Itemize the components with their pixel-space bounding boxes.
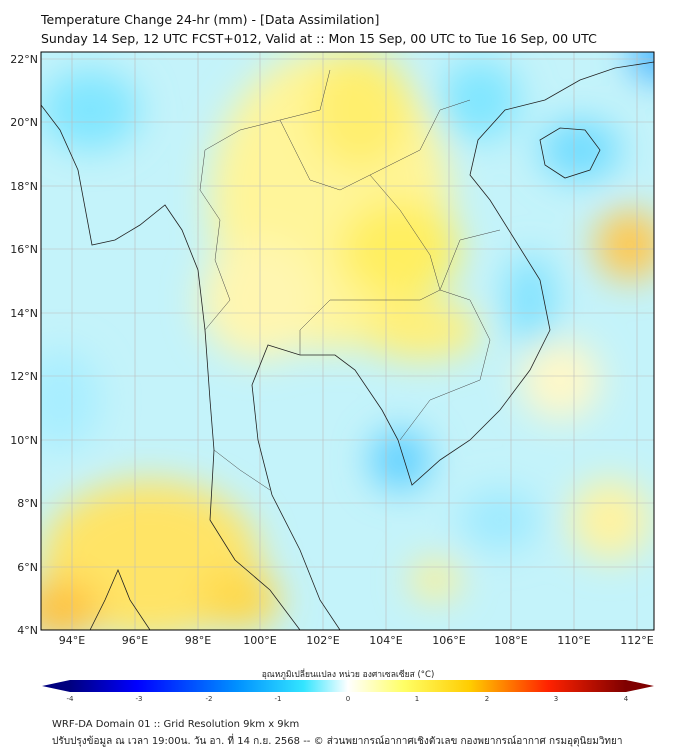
map-subtitle: Sunday 14 Sep, 12 UTC FCST+012, Valid at… xyxy=(41,31,597,46)
footer-model-info: WRF-DA Domain 01 :: Grid Resolution 9km … xyxy=(52,719,300,730)
colorbar-tick: 3 xyxy=(554,695,558,703)
lon-label: 102°E xyxy=(306,634,339,647)
lon-label: 94°E xyxy=(59,634,85,647)
colorbar-gradient xyxy=(70,680,626,692)
coastline xyxy=(41,61,654,630)
lat-label: 22°N xyxy=(10,53,38,66)
lat-label: 10°N xyxy=(10,434,38,447)
lat-label: 18°N xyxy=(10,180,38,193)
colorbar-min-arrow xyxy=(42,680,70,692)
map-title: Temperature Change 24-hr (mm) - [Data As… xyxy=(41,12,380,27)
lat-label: 16°N xyxy=(10,243,38,256)
colorbar-tick: 0 xyxy=(346,695,350,703)
lat-label: 14°N xyxy=(10,307,38,320)
temperature-field xyxy=(41,52,654,630)
lon-label: 106°E xyxy=(432,634,465,647)
lon-label: 104°E xyxy=(369,634,402,647)
lat-label: 12°N xyxy=(10,370,38,383)
colorbar-tick: -3 xyxy=(136,695,143,703)
colorbar-tick: 1 xyxy=(415,695,419,703)
lon-label: 100°E xyxy=(243,634,276,647)
colorbar-tick: -4 xyxy=(67,695,75,703)
lon-label: 96°E xyxy=(122,634,148,647)
lat-label: 20°N xyxy=(10,116,38,129)
colorbar-tick: 4 xyxy=(624,695,629,703)
graticule xyxy=(41,52,654,630)
footer-credit: ปรับปรุงข้อมูล ณ เวลา 19:00น. วัน อา. ที… xyxy=(52,736,623,747)
lon-label: 112°E xyxy=(620,634,653,647)
colorbar: อุณหภูมิเปลี่ยนแปลง หน่วย องศาเซลเซียส (… xyxy=(42,668,654,703)
colorbar-tick: -2 xyxy=(206,695,213,703)
lon-label: 110°E xyxy=(557,634,590,647)
colorbar-max-arrow xyxy=(626,680,654,692)
lat-label: 4°N xyxy=(17,624,38,637)
colorbar-label: อุณหภูมิเปลี่ยนแปลง หน่วย องศาเซลเซียส (… xyxy=(262,668,435,680)
lon-label: 108°E xyxy=(494,634,527,647)
lat-label: 6°N xyxy=(17,561,38,574)
colorbar-tick: 2 xyxy=(485,695,489,703)
lon-label: 98°E xyxy=(185,634,211,647)
lat-label: 8°N xyxy=(17,497,38,510)
borders xyxy=(199,69,501,491)
colorbar-tick: -1 xyxy=(275,695,282,703)
